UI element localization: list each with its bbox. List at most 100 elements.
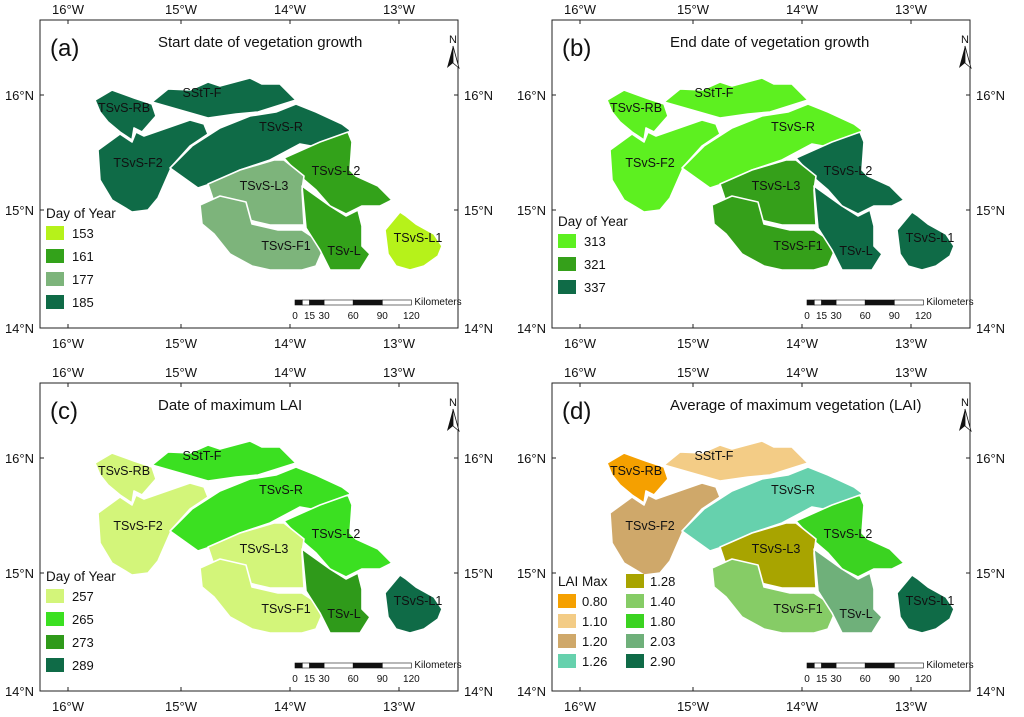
legend-title: LAI Max <box>558 574 608 589</box>
lon-label-top: 16°W <box>52 2 85 17</box>
zone-label: TSvS-L1 <box>394 231 443 245</box>
lat-label-left: 15°N <box>5 203 34 218</box>
zone-tsvs-l1 <box>896 574 955 634</box>
scale-bar-tick-label: 120 <box>403 311 420 322</box>
legend-value: 185 <box>72 295 94 310</box>
scale-bar-tick-label: 30 <box>319 674 331 685</box>
scale-bar-segment <box>864 299 895 306</box>
lat-label-right: 14°N <box>464 684 493 699</box>
zone-label: TSvS-L2 <box>824 164 873 178</box>
zones-layer: SStT-F TSvS-RB TSvS-F2 TSvS-R TSvS-L2 TSvS-L3… <box>606 77 955 271</box>
north-arrow-left-half <box>447 46 453 68</box>
zone-tsvs-l1 <box>384 211 443 271</box>
legend: Day of Year 313 321 337 <box>558 214 628 295</box>
scale-bar-segment <box>894 299 924 306</box>
zone-label: TSvS-L3 <box>752 179 801 193</box>
lat-label-left: 14°N <box>517 321 546 336</box>
scale-bar-segment <box>352 299 383 306</box>
legend-swatch <box>46 612 64 626</box>
scale-bar-unit: Kilometers <box>926 660 973 671</box>
lat-label-left: 14°N <box>517 684 546 699</box>
zone-tsvs-l1 <box>384 574 443 634</box>
zone-tsv-l <box>813 548 883 634</box>
north-arrow-left-half <box>959 46 965 68</box>
legend-swatch <box>46 295 64 309</box>
legend-swatch <box>626 614 644 628</box>
legend-value: 1.80 <box>650 614 675 629</box>
legend-swatch <box>558 257 576 271</box>
legend-value: 1.28 <box>650 574 675 589</box>
scale-bar: Kilometers 0 15 30 60 90 120 <box>804 297 973 322</box>
zone-tsv-l <box>301 185 371 271</box>
map-panel: 16°W 16°W 15°W 15°W 14°W 14°W 13°W 13°W 16°N 16°N… <box>5 2 493 351</box>
north-arrow-icon: N <box>447 397 460 433</box>
zone-label: TSv-L <box>839 607 872 621</box>
legend-swatch <box>46 635 64 649</box>
zone-label: TSvS-F2 <box>625 156 674 170</box>
lon-label-bottom: 16°W <box>564 699 597 714</box>
lon-label-bottom: 14°W <box>274 336 307 351</box>
zone-label: TSv-L <box>839 244 872 258</box>
lon-label-bottom: 15°W <box>677 336 710 351</box>
lon-label-bottom: 14°W <box>786 336 819 351</box>
zone-label: SStT-F <box>695 86 734 100</box>
zone-label: TSvS-RB <box>98 101 150 115</box>
zone-label: TSv-L <box>327 607 360 621</box>
lon-label-bottom: 16°W <box>52 336 85 351</box>
lat-label-left: 15°N <box>517 566 546 581</box>
scale-bar-segment <box>806 662 815 669</box>
zone-label: SStT-F <box>183 86 222 100</box>
north-arrow-right-half <box>964 408 972 433</box>
scale-bar-segment <box>309 299 325 306</box>
legend-value: 153 <box>72 226 94 241</box>
lat-label-right: 15°N <box>976 203 1005 218</box>
legend: LAI Max 0.80 1.10 1.20 1.26 1.28 1.40 1.80 2.03 2… <box>558 574 675 669</box>
legend-swatch <box>46 249 64 263</box>
zone-label: TSvS-R <box>259 483 303 497</box>
map-panel: 16°W 16°W 15°W 15°W 14°W 14°W 13°W 13°W 16°N 16°N… <box>517 365 1005 714</box>
legend-swatch <box>558 614 576 628</box>
zone-label: TSvS-L1 <box>906 594 955 608</box>
scale-bar-segment <box>813 299 822 306</box>
legend-swatch <box>46 272 64 286</box>
lon-label-top: 16°W <box>52 365 85 380</box>
zone-label: TSvS-L1 <box>906 231 955 245</box>
legend-swatch <box>626 634 644 648</box>
scale-bar-tick-label: 0 <box>804 674 810 685</box>
panel-tag: (c) <box>50 398 78 425</box>
scale-bar: Kilometers 0 15 30 60 90 120 <box>292 297 461 322</box>
zone-label: TSvS-RB <box>610 464 662 478</box>
zone-tsvs-rb <box>94 452 157 504</box>
scale-bar-segment <box>806 299 815 306</box>
lon-label-bottom: 15°W <box>165 699 198 714</box>
scale-bar-segment <box>301 662 310 669</box>
zone-label: TSvS-L2 <box>312 527 361 541</box>
scale-bar-tick-label: 15 <box>816 311 828 322</box>
legend-swatch <box>558 654 576 668</box>
lon-label-top: 16°W <box>564 365 597 380</box>
north-label: N <box>961 34 969 46</box>
lat-label-right: 15°N <box>976 566 1005 581</box>
scale-bar-tick-label: 15 <box>304 674 316 685</box>
lon-label-bottom: 15°W <box>165 336 198 351</box>
zone-sstt-f <box>663 77 809 119</box>
scale-bar-tick-label: 30 <box>319 311 331 322</box>
legend-value: 289 <box>72 658 94 673</box>
lon-label-top: 15°W <box>677 2 710 17</box>
lon-label-top: 13°W <box>895 2 928 17</box>
lat-label-right: 16°N <box>976 88 1005 103</box>
legend-swatch <box>46 226 64 240</box>
lon-label-bottom: 14°W <box>274 699 307 714</box>
zone-tsvs-l2 <box>795 494 905 578</box>
lon-label-bottom: 14°W <box>786 699 819 714</box>
lat-label-right: 14°N <box>976 321 1005 336</box>
lat-label-left: 14°N <box>5 684 34 699</box>
panel-title: Start date of vegetation growth <box>158 34 362 51</box>
scale-bar-segment <box>294 299 303 306</box>
zones-layer: SStT-F TSvS-RB TSvS-F2 TSvS-R TSvS-L2 TSvS-L3… <box>606 440 955 634</box>
zone-label: TSvS-RB <box>98 464 150 478</box>
lat-label-right: 15°N <box>464 203 493 218</box>
north-arrow-right-half <box>452 45 460 70</box>
lat-label-left: 16°N <box>5 88 34 103</box>
